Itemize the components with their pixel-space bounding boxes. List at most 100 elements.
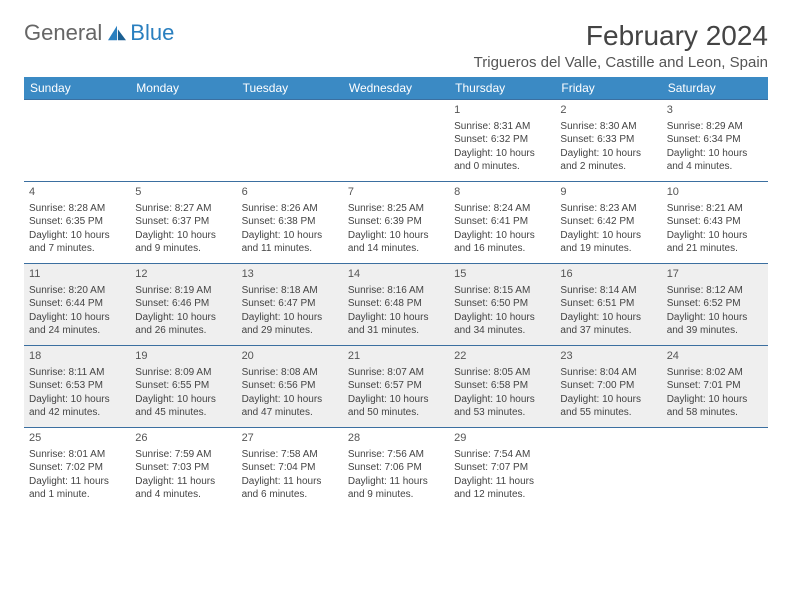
day-cell: 1Sunrise: 8:31 AMSunset: 6:32 PMDaylight… — [449, 100, 555, 182]
day-cell: 12Sunrise: 8:19 AMSunset: 6:46 PMDayligh… — [130, 264, 236, 346]
d2-line: and 4 minutes. — [135, 488, 231, 502]
day-number: 3 — [667, 103, 763, 118]
day-header: Tuesday — [237, 77, 343, 100]
sunset-line: Sunset: 6:37 PM — [135, 215, 231, 229]
d1-line: Daylight: 11 hours — [242, 475, 338, 489]
d1-line: Daylight: 10 hours — [560, 229, 656, 243]
day-cell: 17Sunrise: 8:12 AMSunset: 6:52 PMDayligh… — [662, 264, 768, 346]
sunset-line: Sunset: 7:04 PM — [242, 461, 338, 475]
d2-line: and 14 minutes. — [348, 242, 444, 256]
sunrise-line: Sunrise: 8:24 AM — [454, 202, 550, 216]
sunrise-line: Sunrise: 8:28 AM — [29, 202, 125, 216]
d2-line: and 50 minutes. — [348, 406, 444, 420]
sunset-line: Sunset: 6:32 PM — [454, 133, 550, 147]
day-cell: 24Sunrise: 8:02 AMSunset: 7:01 PMDayligh… — [662, 346, 768, 428]
day-number: 14 — [348, 267, 444, 282]
day-cell: 16Sunrise: 8:14 AMSunset: 6:51 PMDayligh… — [555, 264, 661, 346]
empty-cell — [237, 100, 343, 182]
d2-line: and 39 minutes. — [667, 324, 763, 338]
d1-line: Daylight: 10 hours — [667, 393, 763, 407]
week-row: 1 Sunrise: 8:31 AMSunset: 6:32 PM Daylight… — [24, 100, 768, 182]
sunrise-line: Sunrise: 8:02 AM — [667, 366, 763, 380]
location: Trigueros del Valle, Castille and Leon, … — [474, 54, 768, 71]
day-cell: 22Sunrise: 8:05 AMSunset: 6:58 PMDayligh… — [449, 346, 555, 428]
day-number: 12 — [135, 267, 231, 282]
sunset-line: Sunset: 6:38 PM — [242, 215, 338, 229]
d1-line: Daylight: 11 hours — [454, 475, 550, 489]
day-number: 24 — [667, 349, 763, 364]
d2-line: and 9 minutes. — [348, 488, 444, 502]
sunset-line: Sunset: 7:07 PM — [454, 461, 550, 475]
header: General Blue February 2024 Trigueros del… — [24, 20, 768, 71]
day-number: 4 — [29, 185, 125, 200]
d1-line: Daylight: 11 hours — [135, 475, 231, 489]
sunrise-line: Sunrise: 8:14 AM — [560, 284, 656, 298]
sunrise-line: Sunrise: 8:09 AM — [135, 366, 231, 380]
empty-cell — [343, 100, 449, 182]
d2-line: and 45 minutes. — [135, 406, 231, 420]
d1-line: Daylight: 10 hours — [560, 311, 656, 325]
day-cell: 7Sunrise: 8:25 AMSunset: 6:39 PMDaylight… — [343, 182, 449, 264]
week-row: 18Sunrise: 8:11 AMSunset: 6:53 PMDayligh… — [24, 346, 768, 428]
sunset-line: Sunset: 6:41 PM — [454, 215, 550, 229]
empty-cell — [662, 428, 768, 508]
d1-line: Daylight: 10 hours — [348, 311, 444, 325]
day-number: 22 — [454, 349, 550, 364]
sunset-line: Sunset: 6:35 PM — [29, 215, 125, 229]
d1-line: Daylight: 10 hours — [348, 393, 444, 407]
sunset-line: Sunset: 6:56 PM — [242, 379, 338, 393]
sunrise-line: Sunrise: 8:18 AM — [242, 284, 338, 298]
day-cell: 11Sunrise: 8:20 AMSunset: 6:44 PMDayligh… — [24, 264, 130, 346]
sunset-line: Sunset: 6:48 PM — [348, 297, 444, 311]
week-row: 25Sunrise: 8:01 AMSunset: 7:02 PMDayligh… — [24, 428, 768, 508]
d2-line: and 19 minutes. — [560, 242, 656, 256]
day-number: 1 — [454, 103, 550, 118]
brand-logo: General Blue — [24, 20, 174, 46]
day-cell: 27Sunrise: 7:58 AMSunset: 7:04 PMDayligh… — [237, 428, 343, 508]
sunrise-line: Sunrise: 8:12 AM — [667, 284, 763, 298]
sunrise-line: Sunrise: 8:31 AM — [454, 120, 550, 134]
day-cell: 23Sunrise: 8:04 AMSunset: 7:00 PMDayligh… — [555, 346, 661, 428]
d2-line: and 42 minutes. — [29, 406, 125, 420]
sunrise-line: Sunrise: 7:54 AM — [454, 448, 550, 462]
week-row: 4Sunrise: 8:28 AMSunset: 6:35 PMDaylight… — [24, 182, 768, 264]
day-cell: 15Sunrise: 8:15 AMSunset: 6:50 PMDayligh… — [449, 264, 555, 346]
day-header: Sunday — [24, 77, 130, 100]
sunrise-line: Sunrise: 7:59 AM — [135, 448, 231, 462]
sunset-line: Sunset: 7:02 PM — [29, 461, 125, 475]
sunset-line: Sunset: 7:03 PM — [135, 461, 231, 475]
d1-line: Daylight: 10 hours — [29, 229, 125, 243]
sunrise-line: Sunrise: 8:29 AM — [667, 120, 763, 134]
day-cell: 29Sunrise: 7:54 AMSunset: 7:07 PMDayligh… — [449, 428, 555, 508]
day-number: 15 — [454, 267, 550, 282]
d1-line: Daylight: 10 hours — [242, 311, 338, 325]
sunset-line: Sunset: 7:00 PM — [560, 379, 656, 393]
sunrise-line: Sunrise: 8:08 AM — [242, 366, 338, 380]
day-cell: 8Sunrise: 8:24 AMSunset: 6:41 PMDaylight… — [449, 182, 555, 264]
sunset-line: Sunset: 6:50 PM — [454, 297, 550, 311]
day-number: 20 — [242, 349, 338, 364]
sunrise-line: Sunrise: 8:23 AM — [560, 202, 656, 216]
d2-line: and 0 minutes. — [454, 160, 550, 174]
day-cell: 19Sunrise: 8:09 AMSunset: 6:55 PMDayligh… — [130, 346, 236, 428]
empty-cell — [555, 428, 661, 508]
d2-line: and 53 minutes. — [454, 406, 550, 420]
d1-line: Daylight: 10 hours — [454, 229, 550, 243]
sunset-line: Sunset: 6:55 PM — [135, 379, 231, 393]
d2-line: and 55 minutes. — [560, 406, 656, 420]
day-number: 17 — [667, 267, 763, 282]
d1-line: Daylight: 10 hours — [560, 147, 656, 161]
day-number: 21 — [348, 349, 444, 364]
d1-line: Daylight: 10 hours — [560, 393, 656, 407]
sunrise-line: Sunrise: 8:30 AM — [560, 120, 656, 134]
sunset-line: Sunset: 6:34 PM — [667, 133, 763, 147]
day-number: 11 — [29, 267, 125, 282]
day-number: 28 — [348, 431, 444, 446]
d1-line: Daylight: 11 hours — [29, 475, 125, 489]
d2-line: and 47 minutes. — [242, 406, 338, 420]
d2-line: and 4 minutes. — [667, 160, 763, 174]
day-cell: 14Sunrise: 8:16 AMSunset: 6:48 PMDayligh… — [343, 264, 449, 346]
d1-line: Daylight: 10 hours — [348, 229, 444, 243]
sunrise-line: Sunrise: 8:27 AM — [135, 202, 231, 216]
day-cell: 26Sunrise: 7:59 AMSunset: 7:03 PMDayligh… — [130, 428, 236, 508]
